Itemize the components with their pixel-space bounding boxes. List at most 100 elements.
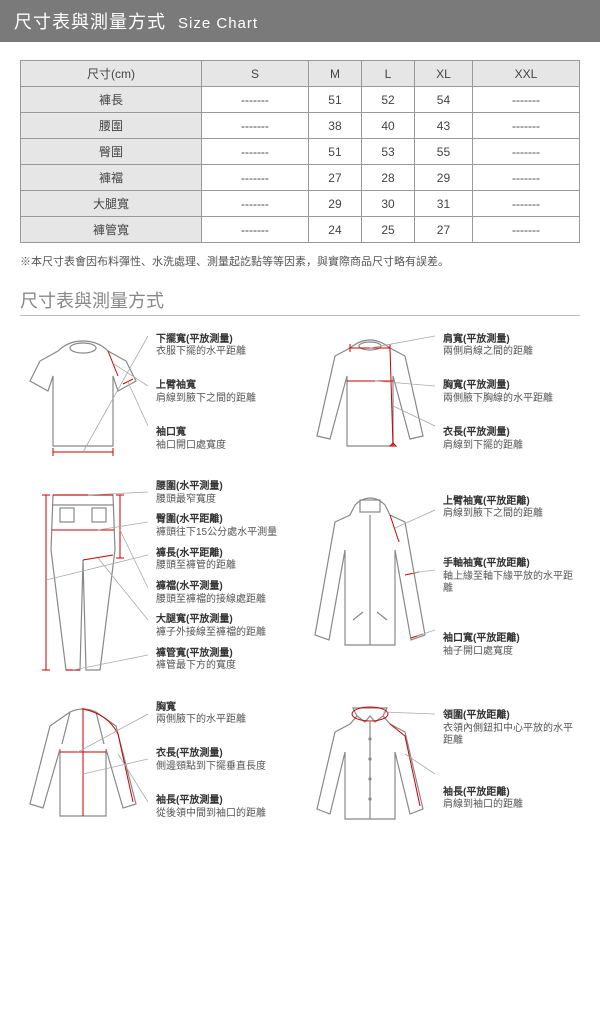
tshirt-panel: 下擺寬(平放測量)衣服下擺的水平距離上臂袖寬肩線到腋下之間的距離袖口寬袖口開口處… [18, 326, 295, 466]
measurement-label: 腰圍(水平測量)腰頭最窄寬度 [156, 481, 295, 506]
diagram-section: 下擺寬(平放測量)衣服下擺的水平距離上臂袖寬肩線到腋下之間的距離袖口寬袖口開口處… [0, 326, 600, 868]
cell: ------- [201, 217, 308, 243]
measurement-label: 褲襠(水平測量)腰頭至褲襠的接線處距離 [156, 581, 295, 606]
measurement-title: 胸寬(平放測量) [443, 380, 582, 393]
measurement-desc: 腰頭最窄寬度 [156, 494, 295, 507]
row-label: 褲管寬 [21, 217, 202, 243]
measurement-label: 大腿寬(平放測量)褲子外接線至褲襠的距離 [156, 614, 295, 639]
row-label: 褲長 [21, 87, 202, 113]
cell: ------- [472, 165, 579, 191]
jacket-panel: 上臂袖寬(平放距離)肩線到腋下之間的距離手軸袖寬(平放距離)軸上緣至軸下緣平放的… [305, 480, 582, 680]
measurement-label: 胸寬兩側腋下的水平距離 [156, 702, 295, 727]
header-title-en: Size Chart [178, 15, 258, 32]
raglan-panel: 胸寬兩側腋下的水平距離衣長(平放測量)側邊頸點到下擺垂直長度袖長(平放測量)從後… [18, 694, 295, 834]
measurement-title: 腰圍(水平測量) [156, 481, 295, 494]
measurement-desc: 側邊頸點到下擺垂直長度 [156, 761, 295, 774]
cell: 24 [308, 217, 361, 243]
shirt-panel: 領圍(平放距離)衣領內側鈕扣中心平放的水平距離袖長(平放距離)肩線到袖口的距離 [305, 694, 582, 834]
table-row: 褲管寬-------242527------- [21, 217, 580, 243]
measurement-title: 褲管寬(平放測量) [156, 648, 295, 661]
table-row: 大腿寬-------293031------- [21, 191, 580, 217]
measurement-desc: 褲子外接線至褲襠的距離 [156, 627, 295, 640]
measurement-title: 衣長(平放測量) [156, 748, 295, 761]
cell: 52 [361, 87, 414, 113]
row-label: 褲襠 [21, 165, 202, 191]
column-header: S [201, 61, 308, 87]
cell: 31 [415, 191, 473, 217]
measurement-title: 下擺寬(平放測量) [156, 334, 295, 347]
column-header: XL [415, 61, 473, 87]
measurement-title: 胸寬 [156, 702, 295, 715]
row-label: 腰圍 [21, 113, 202, 139]
cell: ------- [201, 139, 308, 165]
cell: 28 [361, 165, 414, 191]
measurement-label: 臀圍(水平距離)褲頭往下15公分處水平測量 [156, 514, 295, 539]
column-header: 尺寸(cm) [21, 61, 202, 87]
pants-diagram [18, 480, 148, 680]
measurement-desc: 兩側肩線之間的距離 [443, 346, 582, 359]
measurement-desc: 從後領中間到袖口的距離 [156, 808, 295, 821]
measurement-desc: 褲管最下方的寬度 [156, 660, 295, 673]
measurement-title: 大腿寬(平放測量) [156, 614, 295, 627]
cell: ------- [472, 113, 579, 139]
measurement-title: 衣長(平放測量) [443, 427, 582, 440]
cell: 29 [308, 191, 361, 217]
measurement-desc: 腰頭至褲襠的接線處距離 [156, 594, 295, 607]
disclaimer-note: ※本尺寸表會因布料彈性、水洗處理、測量起訖點等等因素，與實際商品尺寸略有誤差。 [0, 247, 600, 281]
table-row: 褲長-------515254------- [21, 87, 580, 113]
cell: 53 [361, 139, 414, 165]
measurement-desc: 袖子開口處寬度 [443, 646, 582, 659]
table-row: 腰圍-------384043------- [21, 113, 580, 139]
size-table-container: 尺寸(cm)SMLXLXXL 褲長-------515254-------腰圍-… [0, 42, 600, 247]
measurement-title: 臀圍(水平距離) [156, 514, 295, 527]
measurement-label: 褲長(水平距離)腰頭至褲管的距離 [156, 548, 295, 573]
cell: ------- [201, 165, 308, 191]
measurement-desc: 軸上緣至軸下緣平放的水平距離 [443, 571, 582, 596]
cell: ------- [201, 191, 308, 217]
measurement-label: 袖長(平放測量)從後領中間到袖口的距離 [156, 795, 295, 820]
cell: ------- [472, 87, 579, 113]
longsleeve-panel: 肩寬(平放測量)兩側肩線之間的距離胸寬(平放測量)兩側腋下胸線的水平距離衣長(平… [305, 326, 582, 466]
measurement-desc: 袖口開口處寬度 [156, 440, 295, 453]
cell: 55 [415, 139, 473, 165]
measurement-title: 上臂袖寬(平放距離) [443, 496, 582, 509]
measurement-desc: 肩線到下擺的距離 [443, 440, 582, 453]
measurement-label: 衣長(平放測量)側邊頸點到下擺垂直長度 [156, 748, 295, 773]
measurement-label: 上臂袖寬(平放距離)肩線到腋下之間的距離 [443, 496, 582, 521]
cell: ------- [472, 139, 579, 165]
column-header: XXL [472, 61, 579, 87]
cell: ------- [201, 113, 308, 139]
cell: 51 [308, 139, 361, 165]
size-table: 尺寸(cm)SMLXLXXL 褲長-------515254-------腰圍-… [20, 60, 580, 243]
cell: 51 [308, 87, 361, 113]
measurement-label: 手軸袖寬(平放距離)軸上緣至軸下緣平放的水平距離 [443, 558, 582, 596]
row-label: 大腿寬 [21, 191, 202, 217]
measurement-title: 肩寬(平放測量) [443, 334, 582, 347]
longsleeve-diagram [305, 326, 435, 466]
raglan-diagram [18, 694, 148, 834]
measurement-label: 袖長(平放距離)肩線到袖口的距離 [443, 787, 582, 812]
measurement-label: 胸寬(平放測量)兩側腋下胸線的水平距離 [443, 380, 582, 405]
table-row: 褲襠-------272829------- [21, 165, 580, 191]
cell: ------- [201, 87, 308, 113]
shirt-diagram [305, 694, 435, 834]
cell: 27 [308, 165, 361, 191]
tshirt-diagram [18, 326, 148, 466]
measurement-label: 袖口寬(平放距離)袖子開口處寬度 [443, 633, 582, 658]
column-header: L [361, 61, 414, 87]
measurement-title: 袖口寬 [156, 427, 295, 440]
measurement-desc: 褲頭往下15公分處水平測量 [156, 527, 295, 540]
measurement-desc: 兩側腋下胸線的水平距離 [443, 393, 582, 406]
jacket-diagram [305, 480, 435, 680]
measurement-desc: 腰頭至褲管的距離 [156, 560, 295, 573]
cell: 27 [415, 217, 473, 243]
cell: 54 [415, 87, 473, 113]
measurement-desc: 兩側腋下的水平距離 [156, 714, 295, 727]
measurement-subheader: 尺寸表與測量方式 [20, 281, 580, 316]
table-body: 褲長-------515254-------腰圍-------384043---… [21, 87, 580, 243]
measurement-label: 下擺寬(平放測量)衣服下擺的水平距離 [156, 334, 295, 359]
table-header-row: 尺寸(cm)SMLXLXXL [21, 61, 580, 87]
table-row: 臀圍-------515355------- [21, 139, 580, 165]
row-label: 臀圍 [21, 139, 202, 165]
header-title-zh: 尺寸表與測量方式 [14, 12, 166, 32]
